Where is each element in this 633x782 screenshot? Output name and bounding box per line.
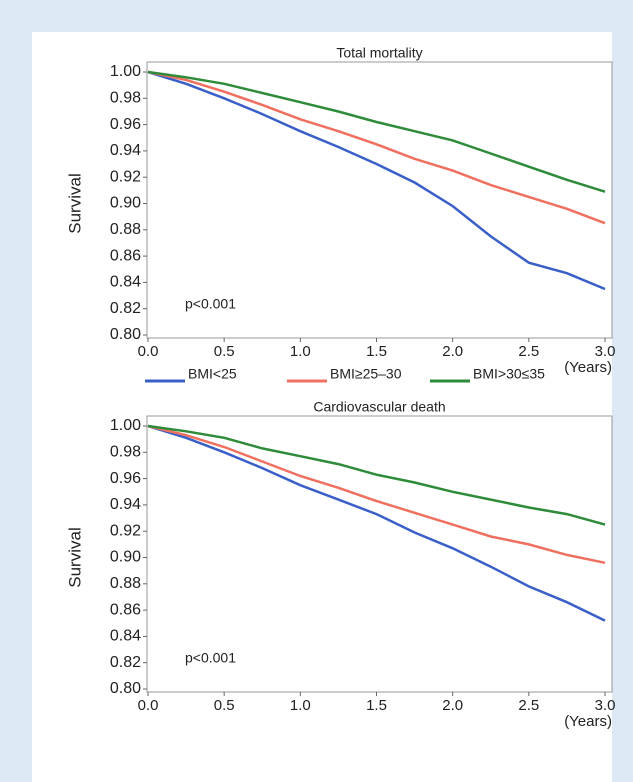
y-tick-label: 0.88 [110,575,141,592]
annotation: p<0.001 [185,296,236,312]
y-tick-label: 0.82 [110,300,141,317]
x-tick-label: 0.5 [214,343,235,360]
x-axis-label: (Years) [564,359,612,376]
y-tick-label: 0.92 [110,522,141,539]
legend-label: BMI≥25–30 [330,366,402,382]
x-tick-label: 0.0 [138,343,159,360]
y-tick-label: 0.84 [110,628,141,645]
y-tick-label: 0.90 [110,195,141,212]
y-tick-label: 0.82 [110,654,141,671]
x-tick-label: 1.5 [366,343,387,360]
y-tick-label: 0.94 [110,496,141,513]
y-axis-label: Survival [65,527,84,587]
panel [32,32,612,782]
x-tick-label: 0.0 [138,697,159,714]
y-tick-label: 0.98 [110,90,141,107]
x-tick-label: 1.5 [366,697,387,714]
legend-label: BMI>30≤35 [473,366,545,382]
y-axis-label: Survival [65,173,84,233]
plot-frame [146,61,613,339]
y-tick-label: 0.80 [110,326,141,343]
y-tick-label: 0.90 [110,549,141,566]
y-tick-label: 0.98 [110,444,141,461]
survival-curve [147,424,606,565]
x-tick-label: 3.0 [595,343,616,360]
y-tick-label: 0.94 [110,142,141,159]
x-tick-label: 0.5 [214,697,235,714]
y-tick-label: 1.00 [110,63,141,80]
x-tick-label: 2.5 [518,343,539,360]
y-tick-label: 0.84 [110,274,141,291]
y-tick-label: 0.80 [110,680,141,697]
x-tick-label: 3.0 [595,697,616,714]
survival-curve [147,70,606,193]
x-tick-label: 1.0 [290,697,311,714]
y-tick-label: 0.96 [110,116,141,133]
y-tick-label: 0.92 [110,168,141,185]
y-tick-label: 1.00 [110,417,141,434]
y-tick-label: 0.96 [110,470,141,487]
x-axis-label: (Years) [564,713,612,730]
chart-title: Total mortality [336,45,422,61]
x-tick-label: 2.5 [518,697,539,714]
survival-curve [147,424,606,622]
x-tick-label: 1.0 [290,343,311,360]
survival-curve [147,424,606,526]
legend-label: BMI<25 [188,366,237,382]
chart-title: Cardiovascular death [313,399,445,415]
x-tick-label: 2.0 [442,697,463,714]
x-tick-label: 2.0 [442,343,463,360]
y-tick-label: 0.88 [110,221,141,238]
y-tick-label: 0.86 [110,601,141,618]
y-tick-label: 0.86 [110,247,141,264]
annotation: p<0.001 [185,650,236,666]
survival-curve [147,70,606,225]
plot-frame [146,415,613,693]
survival-curve [147,70,606,291]
